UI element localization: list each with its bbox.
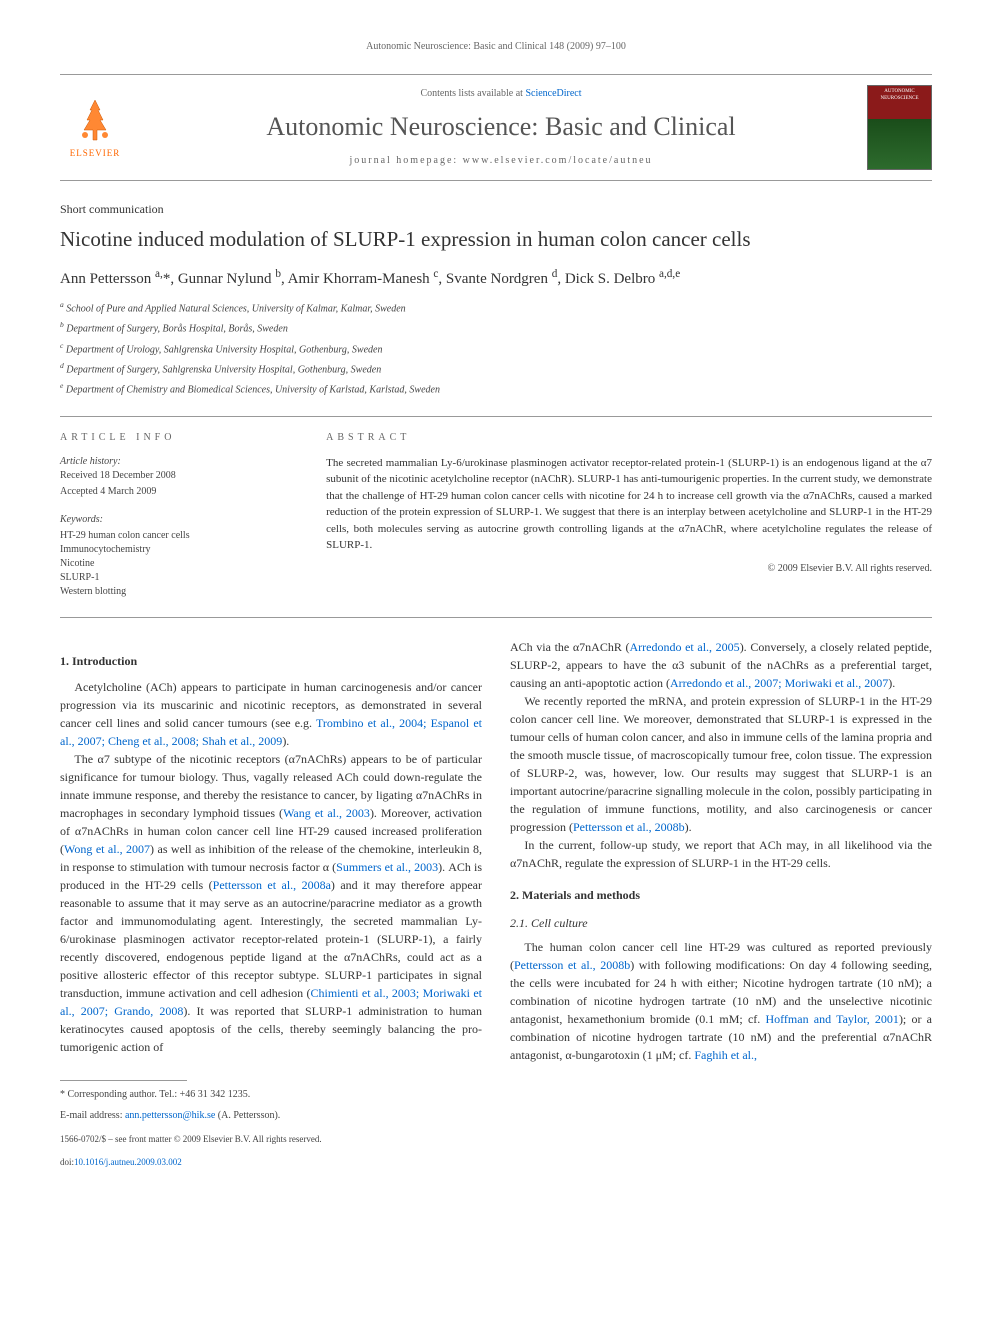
citation-link[interactable]: Pettersson et al., 2008a: [213, 878, 331, 892]
doi-link[interactable]: 10.1016/j.autneu.2009.03.002: [74, 1157, 182, 1167]
intro-heading: 1. Introduction: [60, 652, 482, 670]
article-info-left: ARTICLE INFO Article history: Received 1…: [60, 431, 296, 599]
elsevier-tree-icon: [70, 95, 120, 145]
abstract-label: ABSTRACT: [326, 431, 932, 445]
citation-link[interactable]: Pettersson et al., 2008b: [573, 820, 685, 834]
affiliation: a School of Pure and Applied Natural Sci…: [60, 300, 932, 316]
col2-paragraph-3: In the current, follow-up study, we repo…: [510, 836, 932, 872]
affiliation: b Department of Surgery, Borås Hospital,…: [60, 320, 932, 336]
email-link[interactable]: ann.pettersson@hik.se: [125, 1110, 215, 1121]
history-label: Article history:: [60, 455, 281, 469]
col2-paragraph-1: ACh via the α7nAChR (Arredondo et al., 2…: [510, 638, 932, 692]
homepage-url: www.elsevier.com/locate/autneu: [463, 155, 653, 166]
keyword-item: Nicotine: [60, 557, 281, 571]
issn-line: 1566-0702/$ – see front matter © 2009 El…: [60, 1133, 482, 1147]
citation-link[interactable]: Pettersson et al., 2008b: [514, 958, 630, 972]
citation-link[interactable]: Wang et al., 2003: [283, 806, 370, 820]
affiliation: e Department of Chemistry and Biomedical…: [60, 381, 932, 397]
abstract-section: ABSTRACT The secreted mammalian Ly-6/uro…: [326, 431, 932, 599]
affiliation: c Department of Urology, Sahlgrenska Uni…: [60, 341, 932, 357]
doi-prefix: doi:: [60, 1157, 74, 1167]
keyword-item: Immunocytochemistry: [60, 543, 281, 557]
col2-p2-b: ).: [685, 820, 692, 834]
accepted-date: Accepted 4 March 2009: [60, 485, 281, 499]
methods-heading: 2. Materials and methods: [510, 886, 932, 904]
publisher-name: ELSEVIER: [70, 147, 121, 160]
intro-paragraph-1: Acetylcholine (ACh) appears to participa…: [60, 678, 482, 750]
col2-p1-c: ).: [888, 676, 895, 690]
citation-link[interactable]: Arredondo et al., 2007; Moriwaki et al.,…: [670, 676, 888, 690]
journal-cover-thumbnail: AUTONOMIC NEUROSCIENCE: [867, 85, 932, 170]
keyword-item: Western blotting: [60, 585, 281, 599]
citation-link[interactable]: Faghih et al.,: [694, 1048, 757, 1062]
contents-prefix: Contents lists available at: [420, 88, 525, 99]
received-date: Received 18 December 2008: [60, 469, 281, 483]
intro-p1-text-b: ).: [282, 734, 289, 748]
article-title: Nicotine induced modulation of SLURP-1 e…: [60, 226, 932, 253]
col2-p1-a: ACh via the α7nAChR (: [510, 640, 629, 654]
intro-p2-e: ) and it may therefore appear reasonable…: [60, 878, 482, 1000]
cell-paragraph-1: The human colon cancer cell line HT-29 w…: [510, 938, 932, 1064]
citation-link[interactable]: Arredondo et al., 2005: [629, 640, 739, 654]
citation-link[interactable]: Hoffman and Taylor, 2001: [765, 1012, 898, 1026]
abstract-text: The secreted mammalian Ly-6/urokinase pl…: [326, 455, 932, 554]
contents-available: Contents lists available at ScienceDirec…: [145, 87, 857, 101]
homepage-prefix: journal homepage:: [349, 155, 462, 166]
intro-paragraph-2: The α7 subtype of the nicotinic receptor…: [60, 750, 482, 1056]
email-label: E-mail address:: [60, 1110, 125, 1121]
citation-link[interactable]: Summers et al., 2003: [336, 860, 438, 874]
article-type: Short communication: [60, 201, 932, 218]
cover-thumb-text: AUTONOMIC NEUROSCIENCE: [868, 86, 931, 104]
body-column-right: ACh via the α7nAChR (Arredondo et al., 2…: [510, 638, 932, 1170]
col2-paragraph-2: We recently reported the mRNA, and prote…: [510, 692, 932, 836]
corresponding-author: * Corresponding author. Tel.: +46 31 342…: [60, 1087, 482, 1102]
footer-separator: [60, 1080, 187, 1081]
article-info-section: ARTICLE INFO Article history: Received 1…: [60, 416, 932, 599]
citation-link[interactable]: Wong et al., 2007: [64, 842, 150, 856]
body-column-left: 1. Introduction Acetylcholine (ACh) appe…: [60, 638, 482, 1170]
article-info-label: ARTICLE INFO: [60, 431, 281, 445]
elsevier-logo: ELSEVIER: [60, 88, 130, 168]
email-suffix: (A. Pettersson).: [215, 1110, 280, 1121]
affiliation: d Department of Surgery, Sahlgrenska Uni…: [60, 361, 932, 377]
journal-name: Autonomic Neuroscience: Basic and Clinic…: [145, 109, 857, 145]
col2-p2-a: We recently reported the mRNA, and prote…: [510, 694, 932, 834]
running-header: Autonomic Neuroscience: Basic and Clinic…: [60, 40, 932, 54]
copyright-line: © 2009 Elsevier B.V. All rights reserved…: [326, 562, 932, 576]
keyword-item: SLURP-1: [60, 571, 281, 585]
cell-culture-heading: 2.1. Cell culture: [510, 914, 932, 932]
corresponding-email: E-mail address: ann.pettersson@hik.se (A…: [60, 1108, 482, 1123]
doi-line: doi:10.1016/j.autneu.2009.03.002: [60, 1156, 482, 1170]
section-divider: [60, 617, 932, 618]
journal-homepage: journal homepage: www.elsevier.com/locat…: [145, 154, 857, 168]
masthead: ELSEVIER Contents lists available at Sci…: [60, 74, 932, 181]
author-list: Ann Pettersson a,*, Gunnar Nylund b, Ami…: [60, 267, 932, 290]
masthead-center: Contents lists available at ScienceDirec…: [145, 87, 857, 167]
sciencedirect-link[interactable]: ScienceDirect: [525, 88, 581, 99]
body-columns: 1. Introduction Acetylcholine (ACh) appe…: [60, 638, 932, 1170]
keywords-label: Keywords:: [60, 513, 281, 527]
keyword-item: HT-29 human colon cancer cells: [60, 529, 281, 543]
